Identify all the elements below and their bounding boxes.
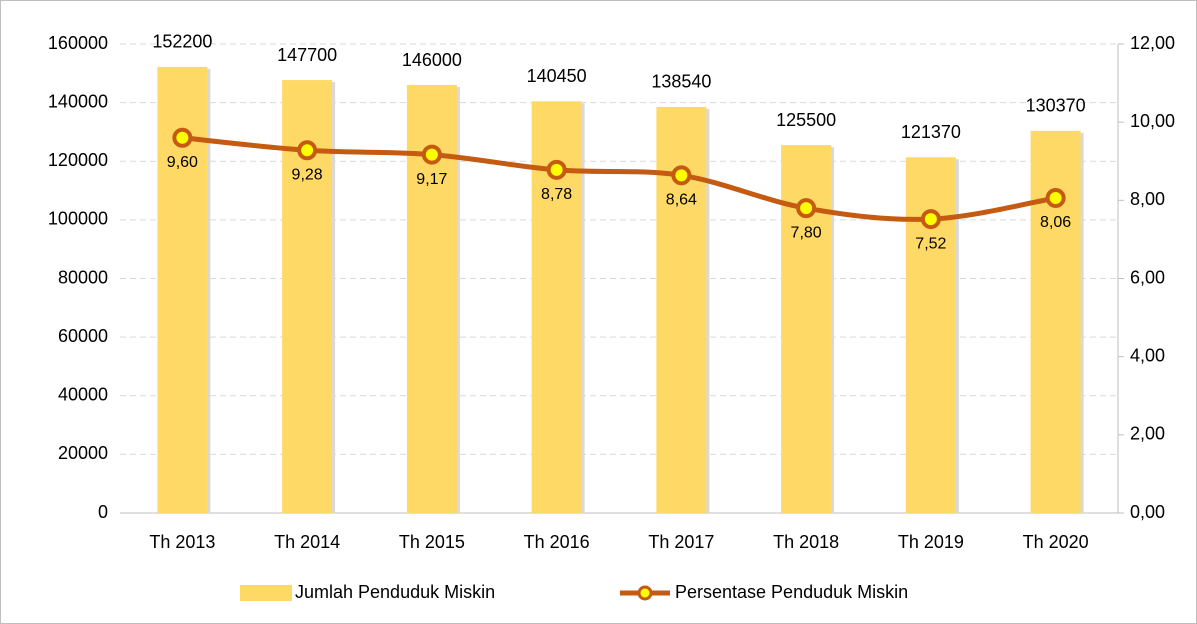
y2-tick-label: 2,00: [1130, 424, 1165, 444]
x-tick-label: Th 2018: [773, 532, 839, 552]
x-tick-label: Th 2013: [149, 532, 215, 552]
y2-tick-label: 6,00: [1130, 267, 1165, 287]
line: [182, 135, 1057, 222]
x-tick-label: Th 2015: [399, 532, 465, 552]
line-value-label: 8,64: [666, 192, 697, 209]
legend-label: Jumlah Penduduk Miskin: [295, 582, 495, 602]
bar-value-label: 147700: [277, 45, 337, 65]
x-tick-label: Th 2020: [1023, 532, 1089, 552]
line-marker: [796, 198, 817, 219]
x-tick-label: Th 2019: [898, 532, 964, 552]
bar-value-label: 140450: [527, 66, 587, 86]
line-marker: [920, 209, 941, 230]
y2-tick-label: 10,00: [1130, 111, 1175, 131]
legend-label: Persentase Penduduk Miskin: [675, 582, 908, 602]
line-marker: [297, 140, 318, 161]
legend-swatch-marker: [637, 585, 653, 601]
bar-value-label: 130370: [1026, 96, 1086, 116]
line-marker: [421, 144, 442, 165]
y-tick-label: 40000: [58, 385, 108, 405]
y-tick-label: 80000: [58, 267, 108, 287]
line-value-label: 8,06: [1040, 214, 1071, 231]
line-value-label: 9,17: [416, 171, 447, 188]
bar-value-label: 125500: [776, 110, 836, 130]
y2-tick-label: 0,00: [1130, 502, 1165, 522]
y-tick-label: 140000: [48, 91, 108, 111]
x-tick-label: Th 2017: [648, 532, 714, 552]
line-marker: [546, 159, 567, 180]
y-tick-label: 60000: [58, 326, 108, 346]
x-tick-label: Th 2014: [274, 532, 340, 552]
y-tick-label: 100000: [48, 209, 108, 229]
bar-value-label: 138540: [651, 72, 711, 92]
y2-tick-label: 4,00: [1130, 345, 1165, 365]
y-tick-label: 0: [98, 502, 108, 522]
legend-swatch: [240, 585, 292, 601]
y-tick-label: 120000: [48, 150, 108, 170]
line-value-label: 7,80: [791, 224, 822, 241]
y2-tick-label: 8,00: [1130, 189, 1165, 209]
line-value-label: 9,60: [167, 154, 198, 171]
x-tick-label: Th 2016: [524, 532, 590, 552]
y-tick-label: 20000: [58, 443, 108, 463]
y-tick-label: 160000: [48, 33, 108, 53]
bar-value-label: 121370: [901, 122, 961, 142]
bar-value-label: 146000: [402, 50, 462, 70]
line-value-label: 7,52: [915, 235, 946, 252]
line-marker: [172, 127, 193, 148]
y2-tick-label: 12,00: [1130, 33, 1175, 53]
line-value-label: 9,28: [292, 167, 323, 184]
line-value-label: 8,78: [541, 186, 572, 203]
line-marker: [1045, 187, 1066, 208]
bar-value-label: 152200: [152, 32, 212, 52]
line-marker: [671, 165, 692, 186]
